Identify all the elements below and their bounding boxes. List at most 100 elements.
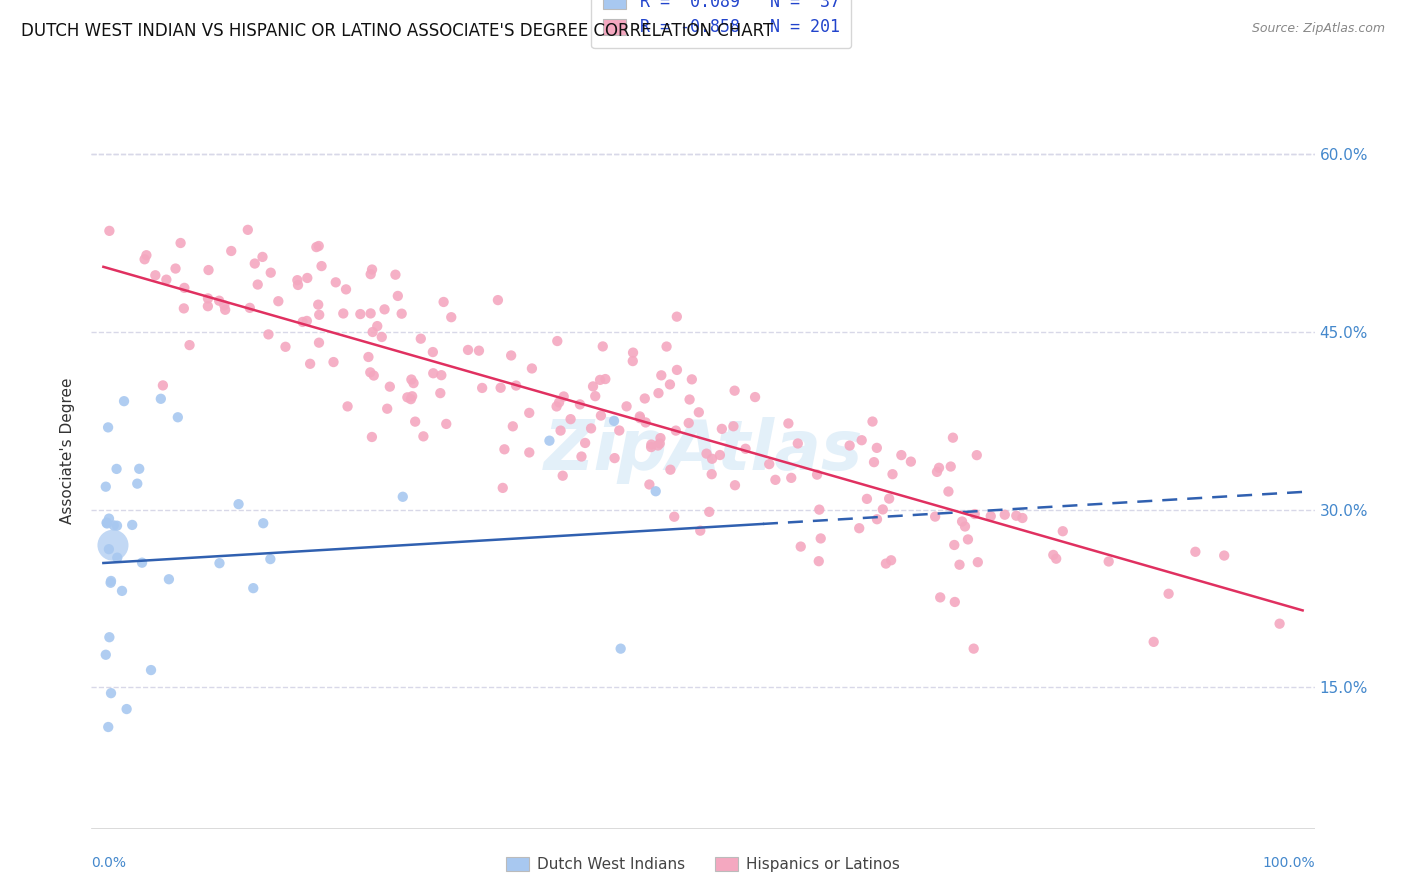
Point [305, 240, 328, 254]
Point [589, 373, 612, 387]
Point [169, 235, 191, 250]
Point [948, 558, 970, 572]
Point [349, 307, 371, 321]
Point [583, 389, 606, 403]
Point [105, 518, 128, 533]
Point [851, 434, 873, 448]
Point [963, 641, 986, 656]
Point [678, 416, 700, 430]
Point [939, 459, 962, 474]
Point [517, 406, 540, 420]
Point [628, 411, 651, 425]
Point [808, 502, 831, 516]
Point [790, 540, 813, 554]
Point [551, 468, 574, 483]
Text: ZipAtlas: ZipAtlas [543, 417, 863, 484]
Point [494, 442, 516, 457]
Point [173, 301, 195, 316]
Point [695, 447, 717, 461]
Point [1143, 635, 1166, 649]
Point [838, 438, 860, 452]
Point [335, 282, 357, 296]
Point [778, 417, 800, 431]
Point [157, 572, 180, 586]
Point [486, 293, 509, 307]
Point [810, 532, 832, 546]
Point [422, 345, 444, 359]
Point [994, 508, 1017, 522]
Point [700, 451, 723, 466]
Point [640, 437, 662, 451]
Point [228, 497, 250, 511]
Point [505, 378, 527, 392]
Point [214, 298, 236, 312]
Point [243, 256, 266, 270]
Point [856, 491, 879, 506]
Point [412, 429, 434, 443]
Point [609, 641, 631, 656]
Point [644, 484, 666, 499]
Point [96, 516, 118, 530]
Point [848, 521, 870, 535]
Point [966, 448, 988, 462]
Point [111, 583, 134, 598]
Point [647, 386, 669, 401]
Point [115, 702, 138, 716]
Point [603, 414, 626, 428]
Point [127, 476, 149, 491]
Point [252, 516, 274, 531]
Point [311, 259, 333, 273]
Point [938, 484, 960, 499]
Point [409, 332, 432, 346]
Point [607, 424, 630, 438]
Point [208, 293, 231, 308]
Point [396, 390, 419, 404]
Point [384, 268, 406, 282]
Point [100, 575, 122, 590]
Point [1042, 548, 1064, 562]
Point [579, 421, 602, 435]
Point [155, 273, 177, 287]
Point [105, 462, 128, 476]
Point [650, 431, 672, 445]
Point [665, 424, 688, 438]
Point [94, 648, 117, 662]
Point [101, 538, 124, 552]
Point [723, 419, 745, 434]
Point [375, 401, 398, 416]
Point [299, 357, 322, 371]
Point [659, 463, 682, 477]
Point [430, 368, 453, 383]
Point [387, 289, 409, 303]
Point [208, 556, 231, 570]
Point [399, 392, 422, 406]
Point [786, 436, 808, 450]
Point [214, 302, 236, 317]
Point [568, 397, 591, 411]
Point [681, 372, 703, 386]
Point [502, 419, 524, 434]
Point [807, 554, 830, 568]
Point [128, 462, 150, 476]
Point [723, 384, 745, 398]
Point [710, 422, 733, 436]
Point [942, 431, 965, 445]
Point [100, 686, 122, 700]
Point [538, 434, 561, 448]
Point [553, 389, 575, 403]
Point [925, 465, 948, 479]
Point [621, 354, 644, 368]
Point [357, 350, 380, 364]
Point [98, 630, 121, 644]
Point [103, 518, 125, 533]
Point [953, 519, 976, 533]
Point [640, 440, 662, 454]
Point [361, 325, 384, 339]
Point [665, 363, 688, 377]
Point [963, 507, 986, 521]
Point [257, 327, 280, 342]
Point [872, 502, 894, 516]
Point [700, 467, 723, 482]
Point [501, 349, 523, 363]
Point [134, 252, 156, 267]
